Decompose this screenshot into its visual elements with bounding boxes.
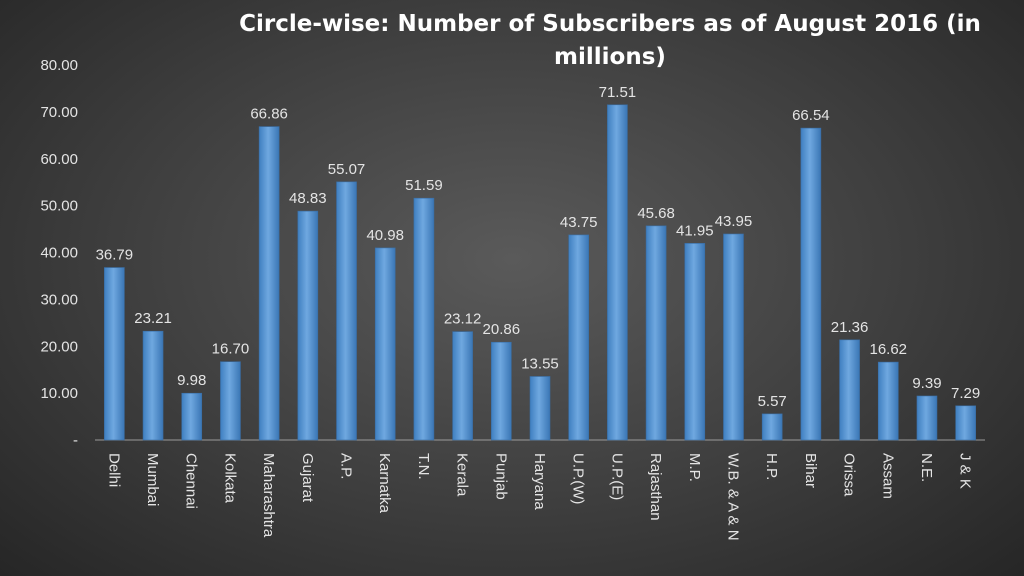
bar-data-label: 45.68 xyxy=(637,205,675,222)
bars-group xyxy=(104,104,976,441)
bar xyxy=(723,233,744,441)
bar xyxy=(181,392,203,441)
x-tick-label: U.P.(E) xyxy=(608,453,625,500)
bar xyxy=(800,127,822,441)
x-tick-label: Rajasthan xyxy=(647,453,664,521)
bar xyxy=(645,225,667,441)
bar xyxy=(452,331,473,441)
x-tick-label: Chennai xyxy=(183,453,200,509)
x-tick-label: Delhi xyxy=(105,453,122,487)
x-tick-label: M.P. xyxy=(686,453,703,482)
x-tick-label: Kolkata xyxy=(221,453,238,504)
y-tick-label: 60.00 xyxy=(40,151,78,168)
bar-data-label: 55.07 xyxy=(328,161,366,178)
x-tick-label: Maharashtra xyxy=(260,453,277,538)
bar-data-label: 41.95 xyxy=(676,222,714,239)
bar-data-label: 20.86 xyxy=(483,321,521,338)
bar-data-label: 51.59 xyxy=(405,177,443,194)
x-tick-label: A.P. xyxy=(338,453,355,479)
bar xyxy=(336,181,357,441)
bar xyxy=(955,405,976,441)
y-tick-label: 30.00 xyxy=(40,291,78,308)
bar xyxy=(413,197,435,441)
x-tick-label: Kerala xyxy=(454,453,471,497)
bar-data-label: 21.36 xyxy=(831,319,869,336)
bar-data-label: 36.79 xyxy=(96,247,134,264)
bar xyxy=(297,210,319,441)
x-tick-label: Karnatka xyxy=(376,453,393,514)
x-axis-ticks: Delhi Mumbai Chennai Kolkata Maharashtra Guja… xyxy=(105,453,973,541)
bar xyxy=(761,413,783,441)
x-tick-label: Bihar xyxy=(802,453,819,488)
bar-data-label: 71.51 xyxy=(599,84,637,101)
bar xyxy=(607,104,628,441)
bar xyxy=(374,247,396,441)
bar xyxy=(142,330,164,441)
bar xyxy=(684,243,706,441)
y-tick-label: 50.00 xyxy=(40,198,78,215)
x-tick-label: J & K xyxy=(957,453,974,489)
bar xyxy=(104,267,125,441)
bar xyxy=(220,361,241,441)
bar xyxy=(839,339,860,441)
bar-data-label: 48.83 xyxy=(289,190,327,207)
x-tick-label: Assam xyxy=(879,453,896,499)
bar-data-label: 66.86 xyxy=(250,106,288,123)
bar xyxy=(491,341,512,441)
x-tick-label: Mumbai xyxy=(144,453,161,506)
y-tick-label: - xyxy=(73,432,78,449)
bar-data-label: 40.98 xyxy=(366,227,404,244)
x-tick-label: Punjab xyxy=(492,453,509,500)
bar xyxy=(568,234,589,441)
y-tick-label: 40.00 xyxy=(40,245,78,262)
bar xyxy=(258,126,280,441)
y-tick-label: 20.00 xyxy=(40,338,78,355)
bar-data-label: 9.98 xyxy=(177,372,206,389)
x-tick-label: W.B. & A & N xyxy=(724,453,741,541)
x-tick-label: Orissa xyxy=(841,453,858,497)
x-tick-label: N.E. xyxy=(918,453,935,482)
chart-title: Circle-wise: Number of Subscribers as of… xyxy=(239,11,981,70)
bar xyxy=(529,376,551,441)
y-tick-label: 80.00 xyxy=(40,57,78,74)
y-axis-ticks: - 10.00 20.00 30.00 40.00 50.00 60.00 70.00 80.0… xyxy=(40,57,78,449)
bar-data-label: 66.54 xyxy=(792,107,830,124)
bar xyxy=(877,361,899,441)
x-tick-label: H.P. xyxy=(763,453,780,480)
bar-data-label: 13.55 xyxy=(521,355,559,372)
bar-data-label: 9.39 xyxy=(912,375,941,392)
bar-data-label: 16.70 xyxy=(212,341,250,358)
chart-title-line-1: Circle-wise: Number of Subscribers as of… xyxy=(239,11,981,37)
bar-data-label: 7.29 xyxy=(951,385,980,402)
x-tick-label: Haryana xyxy=(531,453,548,510)
bar-data-label: 43.75 xyxy=(560,214,598,231)
x-tick-label: Gujarat xyxy=(299,453,316,503)
bar-data-label: 43.95 xyxy=(715,213,753,230)
y-tick-label: 10.00 xyxy=(40,385,78,402)
bar xyxy=(916,395,938,441)
bar-data-label: 23.12 xyxy=(444,311,482,328)
bar-data-label: 5.57 xyxy=(758,393,787,410)
chart-title-line-2: millions) xyxy=(554,44,666,70)
bar-data-label: 23.21 xyxy=(134,310,172,327)
y-tick-label: 70.00 xyxy=(40,104,78,121)
bar-data-label: 16.62 xyxy=(869,341,907,358)
x-tick-label: T.N. xyxy=(415,453,432,480)
x-tick-label: U.P.(W) xyxy=(570,453,587,504)
